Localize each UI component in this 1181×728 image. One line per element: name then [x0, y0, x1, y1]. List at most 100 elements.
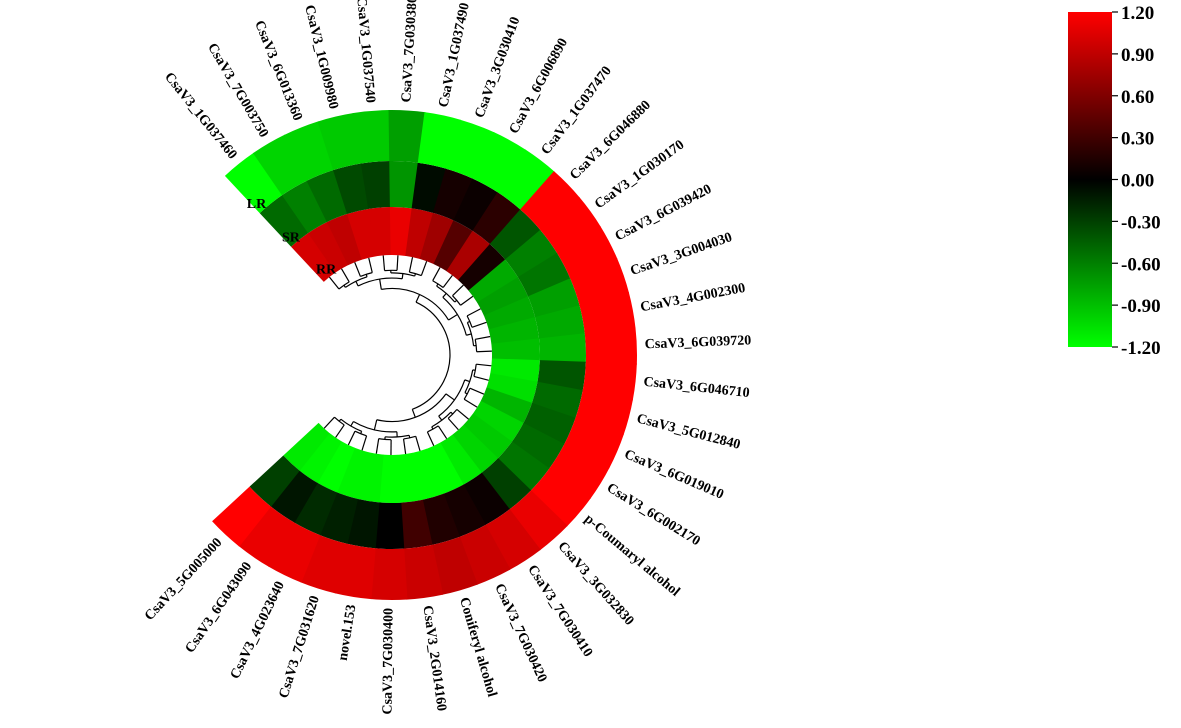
row-label: CsaV3_6G019010 [622, 447, 726, 503]
ring-labels: RR SR LR [247, 197, 337, 278]
heatmap-cell-rr-0 [291, 232, 336, 282]
row-labels: CsaV3_1G037460CsaV3_7G003750CsaV3_6G0133… [142, 0, 751, 715]
legend-color-bar [1068, 12, 1112, 347]
dendrogram-branch [420, 260, 428, 276]
row-label: novel.153 [336, 604, 360, 662]
heatmap-cell-lr-30 [238, 506, 295, 567]
dendrogram-arc [447, 409, 458, 419]
heatmap-cell-sr-29 [293, 482, 338, 536]
heatmap-cell-sr-28 [319, 492, 359, 544]
row-label: CsaV3_4G002300 [639, 281, 746, 315]
heatmap-cell-lr-31 [212, 486, 272, 547]
dendrogram-branch [450, 411, 454, 415]
row-label: CsaV3_6G046710 [643, 375, 751, 401]
legend-tick-label: 1.20 [1121, 3, 1154, 24]
dendrogram-branch [432, 267, 441, 282]
heatmap-cell-rr-18 [480, 387, 533, 424]
heatmap-cell-sr-24 [422, 493, 460, 545]
dendrogram-arc [360, 272, 373, 277]
heatmap-cell-sr-6 [411, 162, 447, 213]
heatmap-cell-rr-15 [491, 338, 540, 361]
heatmap-cell-sr-21 [481, 458, 532, 510]
legend-tick-label: 0.90 [1121, 45, 1154, 66]
heatmap-cell-lr-19 [548, 444, 610, 500]
legend-tick-label: 0.60 [1121, 87, 1154, 108]
dendrogram [323, 255, 492, 456]
dendrogram-branch [460, 295, 474, 306]
heatmap-cell-rr-5 [389, 207, 413, 256]
heatmap-cell-lr-11 [540, 196, 601, 254]
dendrogram-branch [452, 284, 464, 297]
row-label: CsaV3_1G037490 [436, 1, 473, 108]
heatmap-cell-lr-0 [224, 152, 283, 214]
heatmap-cell-sr-30 [270, 470, 318, 523]
row-label: CsaV3_6G013360 [251, 18, 305, 122]
row-label: CsaV3_1G037540 [353, 0, 377, 104]
row-label: CsaV3_5G012840 [635, 411, 742, 452]
dendrogram-branch [471, 321, 487, 328]
heatmap-cell-lr-18 [563, 417, 624, 469]
heatmap-cell-rr-14 [488, 317, 540, 345]
dendrogram-branch [375, 438, 380, 454]
heatmap-cell-sr-9 [472, 192, 521, 245]
dendrogram-branch [355, 281, 359, 287]
heatmap-cell-sr-4 [360, 161, 391, 209]
heatmap-cell-sr-19 [511, 422, 565, 470]
heatmap-cell-rr-6 [405, 208, 434, 260]
heatmap-cell-rr-25 [397, 452, 423, 503]
dendrogram-arc [376, 393, 447, 423]
ring-label-lr: LR [247, 197, 267, 212]
heatmap-cell-lr-15 [584, 327, 637, 365]
dendrogram-branch [340, 268, 350, 283]
dendrogram-branch [323, 416, 335, 429]
heatmap-cell-rr-24 [412, 448, 444, 500]
dendrogram-arc [345, 276, 368, 288]
dendrogram-branch [448, 314, 458, 321]
heatmap-cell-lr-16 [582, 361, 637, 401]
dendrogram-branch [467, 320, 471, 324]
heatmap-cell-rr-30 [299, 432, 342, 484]
heatmap-cell-sr-10 [489, 209, 541, 260]
dendrogram-branch [431, 426, 434, 430]
heatmap-cell-sr-11 [505, 229, 558, 278]
heatmap-cell-rr-22 [440, 434, 482, 485]
heatmap-cell-sr-17 [531, 381, 583, 419]
dendrogram-arc [473, 364, 477, 377]
heatmap-cell-sr-8 [453, 178, 499, 232]
row-label: Coniferyl alcohol [456, 596, 499, 699]
heatmap-cell-lr-28 [300, 534, 348, 594]
heatmap-cell-rr-10 [458, 243, 506, 291]
heatmap-cell-rr-1 [308, 221, 349, 273]
dendrogram-arc [381, 287, 450, 321]
dendrogram-branch [466, 333, 472, 336]
heatmap-cell-lr-10 [520, 171, 580, 231]
dendrogram-branch [415, 436, 421, 452]
heatmap-cell-sr-22 [463, 472, 510, 526]
heatmap-cell-sr-18 [523, 402, 576, 445]
dendrogram-branch [373, 419, 378, 430]
heatmap-cell-lr-29 [268, 522, 321, 583]
heatmap-cell-sr-16 [537, 360, 586, 391]
heatmap-cell-rr-13 [483, 296, 536, 330]
dendrogram-branch [415, 294, 421, 303]
heatmap-cell-sr-20 [497, 441, 550, 491]
dendrogram-branch [361, 435, 368, 451]
heatmap-cell-rr-21 [452, 424, 499, 474]
dendrogram-branch [414, 273, 417, 277]
heatmap-cell-sr-1 [281, 180, 328, 234]
heatmap-cell-rr-3 [347, 208, 377, 260]
heatmap-cell-rr-4 [368, 207, 392, 257]
heatmap-cell-rr-12 [477, 277, 529, 316]
legend-tick-label: 0.00 [1121, 171, 1154, 192]
dendrogram-arc [385, 434, 410, 438]
heatmap-cell-rr-19 [472, 400, 524, 442]
dendrogram-branch [360, 431, 363, 434]
dendrogram-branch [466, 308, 481, 317]
dendrogram-branch [464, 379, 470, 383]
heatmap-cell-rr-11 [468, 259, 519, 303]
heatmap-cell-lr-7 [445, 119, 495, 179]
dendrogram-branch [438, 415, 443, 421]
heatmap-cell-lr-3 [317, 113, 362, 171]
ring-label-rr: RR [316, 263, 337, 278]
